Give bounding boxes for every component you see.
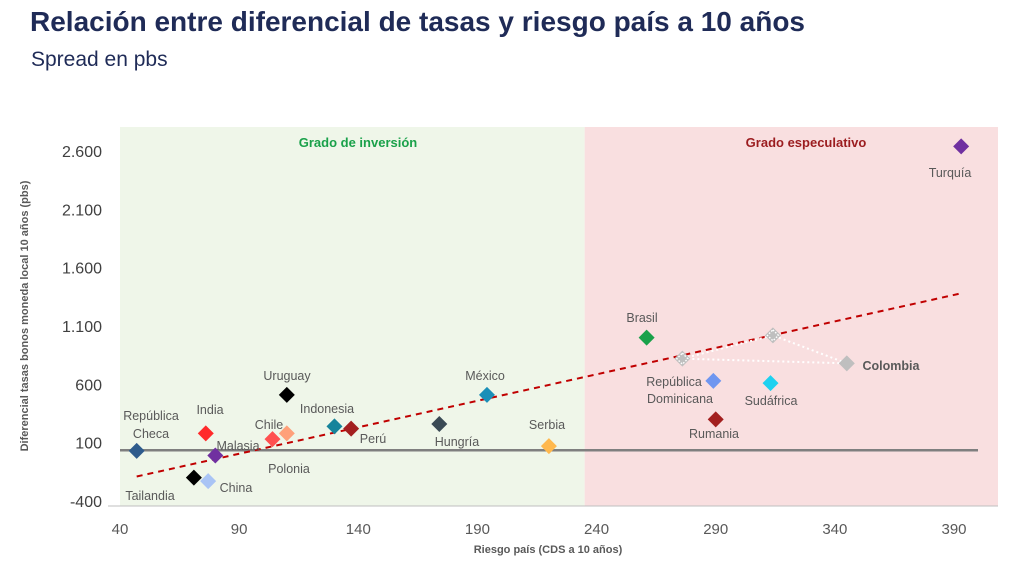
point-rumania [707,411,724,428]
point-label-uruguay: Uruguay [263,369,311,383]
zone-investment [120,127,585,506]
chart-title: Relación entre diferencial de tasas y ri… [30,6,806,37]
point-label-republica-dominicana: Dominicana [647,392,713,406]
point-label-turquia: Turquía [929,166,972,180]
zone-speculative [584,127,998,506]
chart-subtitle: Spread en pbs [31,48,168,71]
point-tailandia [185,469,202,486]
x-tick-label: 290 [703,521,728,538]
x-tick-label: 190 [465,521,490,538]
point-label-malasia: Malasia [216,439,259,453]
point-label-chile: Chile [255,418,284,432]
point-serbia [540,438,557,455]
point-label-serbia: Serbia [529,418,565,432]
point-brasil [638,329,655,346]
point-label-colombia: Colombia [863,359,921,373]
point-malasia [207,447,224,464]
x-tick-label: 340 [822,521,847,538]
point-label-china: China [220,481,253,495]
zone-label-speculative: Grado especulativo [746,135,867,150]
point-colombia-previous-pattern [675,352,689,366]
point-colombia-previous [764,327,781,344]
point-hungria [431,416,448,432]
point-label-hungria: Hungría [435,435,480,449]
point-label-peru: Perú [360,432,386,446]
point-polonia [278,425,295,442]
point-label-rumania: Rumania [689,427,739,441]
x-tick-label: 40 [112,521,129,538]
point-label-polonia: Polonia [268,462,310,476]
x-tick-label: 140 [346,521,371,538]
point-sudafrica [762,375,779,392]
point-label-republica-checa: República [123,409,179,423]
point-label-mexico: México [465,369,505,383]
point-label-republica-dominicana: República [646,375,702,389]
point-label-indonesia: Indonesia [300,402,354,416]
point-label-sudafrica: Sudáfrica [745,394,798,408]
point-colombia-previous [674,350,691,367]
y-tick-label: -400 [70,494,102,511]
point-chile [264,431,281,448]
point-india [197,425,214,442]
point-label-tailandia: Tailandia [125,489,174,503]
point-peru [343,420,360,437]
y-tick-label: 100 [75,436,102,453]
point-label-brasil: Brasil [626,311,657,325]
x-tick-label: 240 [584,521,609,538]
y-tick-label: 1.600 [62,261,102,278]
point-colombia-previous-pattern [766,328,780,342]
zone-label-investment: Grado de inversión [299,135,418,150]
point-indonesia [326,418,343,435]
point-colombia [838,355,855,372]
point-china [200,473,217,490]
y-tick-label: 2.100 [62,202,102,219]
x-tick-label: 390 [941,521,966,538]
point-republica-checa [128,442,145,459]
point-republica-dominicana [705,372,722,389]
x-axis-title: Riesgo país (CDS a 10 años) [474,544,623,556]
point-label-india: India [196,403,223,417]
trend-line [136,292,962,478]
point-mexico [478,386,495,403]
colombia-path [682,334,848,365]
y-axis-title: Diferencial tasas bonos moneda local 10 … [19,180,31,451]
y-tick-label: 600 [75,377,102,394]
y-tick-label: 2.600 [62,144,102,161]
point-uruguay [278,386,295,403]
x-tick-label: 90 [231,521,248,538]
y-tick-label: 1.100 [62,319,102,336]
point-turquia [953,138,970,155]
point-label-republica-checa: Checa [133,427,169,441]
